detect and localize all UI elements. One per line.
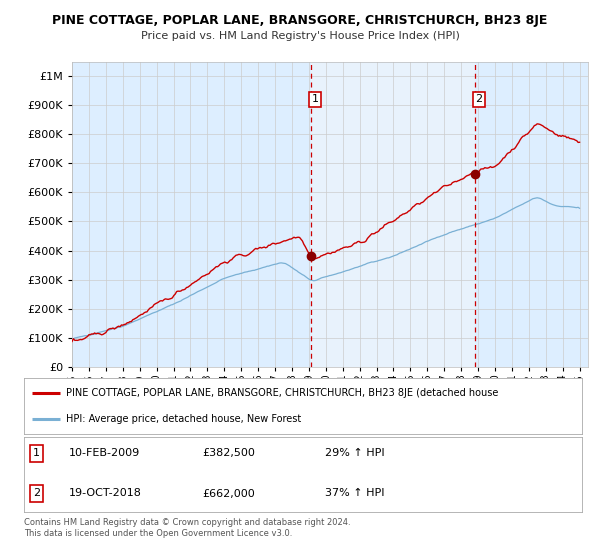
Text: 10-FEB-2009: 10-FEB-2009	[68, 449, 140, 459]
Text: 1: 1	[33, 449, 40, 459]
Text: Price paid vs. HM Land Registry's House Price Index (HPI): Price paid vs. HM Land Registry's House …	[140, 31, 460, 41]
Text: 37% ↑ HPI: 37% ↑ HPI	[325, 488, 385, 498]
Text: PINE COTTAGE, POPLAR LANE, BRANSGORE, CHRISTCHURCH, BH23 8JE (detached house: PINE COTTAGE, POPLAR LANE, BRANSGORE, CH…	[66, 388, 498, 398]
Text: £662,000: £662,000	[203, 488, 256, 498]
Text: 29% ↑ HPI: 29% ↑ HPI	[325, 449, 385, 459]
Text: Contains HM Land Registry data © Crown copyright and database right 2024.: Contains HM Land Registry data © Crown c…	[24, 518, 350, 527]
Text: 19-OCT-2018: 19-OCT-2018	[68, 488, 142, 498]
Text: This data is licensed under the Open Government Licence v3.0.: This data is licensed under the Open Gov…	[24, 529, 292, 538]
Text: PINE COTTAGE, POPLAR LANE, BRANSGORE, CHRISTCHURCH, BH23 8JE: PINE COTTAGE, POPLAR LANE, BRANSGORE, CH…	[52, 14, 548, 27]
Bar	[311, 62, 475, 367]
Text: 2: 2	[475, 95, 482, 104]
Text: 2: 2	[33, 488, 40, 498]
Text: 1: 1	[311, 95, 319, 104]
Text: £382,500: £382,500	[203, 449, 256, 459]
Text: HPI: Average price, detached house, New Forest: HPI: Average price, detached house, New …	[66, 414, 301, 424]
